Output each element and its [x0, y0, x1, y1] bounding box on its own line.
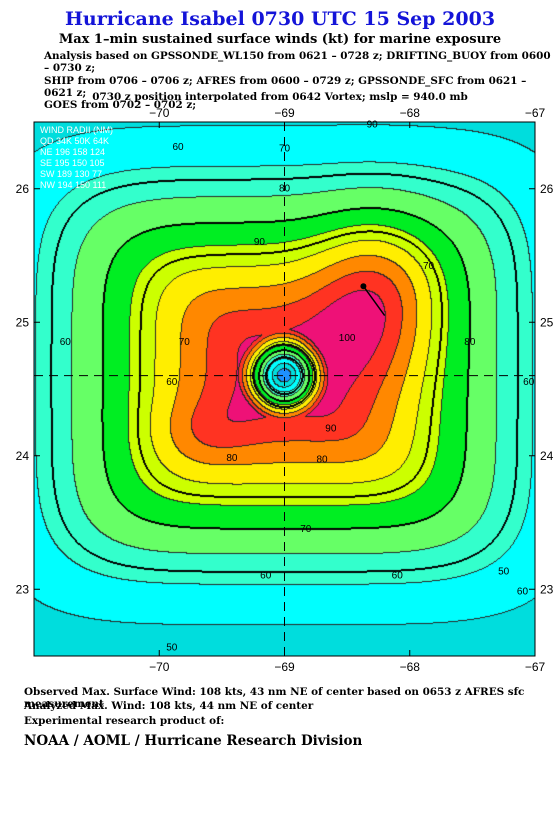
wind-radii-line: SE 195 150 105 — [40, 158, 105, 168]
analysis-line: GOES from 0702 – 0702 z; — [44, 99, 197, 112]
x-tick-label-bottom: −70 — [149, 660, 170, 674]
y-tick-label-right: 24 — [540, 449, 554, 463]
y-tick-label-right: 23 — [540, 582, 554, 596]
analysis-line: Analysis based on GPSSONDE_WL150 from 06… — [44, 50, 551, 75]
x-tick-label-top: −69 — [274, 106, 295, 120]
wind-radii-line: NW 194 150 111 — [40, 180, 106, 190]
contour-label: 90 — [254, 237, 266, 248]
analyzed-max-wind: Analyzed Max. Wind: 108 kts, 44 nm NE of… — [24, 700, 314, 712]
position-note: 0730 z position interpolated from 0642 V… — [92, 91, 468, 103]
max-wind-marker — [360, 283, 367, 290]
contour-label: 90 — [325, 424, 337, 435]
organization-name: NOAA / AOML / Hurricane Research Divisio… — [24, 733, 363, 749]
y-tick-label-left: 23 — [16, 582, 30, 596]
contour-label: 60 — [166, 377, 178, 388]
contour-label: 60 — [260, 571, 272, 582]
contour-label: 80 — [279, 183, 291, 194]
wind-radii-line: NE 196 158 124 — [40, 147, 105, 157]
contour-label: 70 — [423, 261, 435, 272]
y-tick-label-right: 25 — [540, 315, 554, 329]
x-tick-label-top: −68 — [400, 106, 421, 120]
y-tick-label-left: 26 — [16, 182, 30, 196]
x-tick-label-bottom: −68 — [400, 660, 421, 674]
x-tick-label-top: −67 — [525, 106, 546, 120]
x-tick-label-top: −70 — [149, 106, 170, 120]
analysis-sources: Analysis based on GPSSONDE_WL150 from 06… — [44, 50, 556, 111]
contour-label: 50 — [498, 567, 510, 578]
contour-label: 100 — [339, 333, 356, 344]
contour-label: 60 — [172, 142, 184, 153]
wind-field-image — [34, 122, 535, 656]
contour-label: 90 — [367, 119, 379, 130]
contour-label: 80 — [226, 453, 238, 464]
contour-label: 60 — [392, 571, 404, 582]
y-tick-label-left: 25 — [16, 315, 30, 329]
contour-label: 80 — [464, 337, 476, 348]
contour-label: 70 — [300, 524, 312, 535]
contour-label: 80 — [317, 454, 329, 465]
wind-radii-line: WIND RADII (NM) — [40, 125, 113, 135]
analysis-line: SHIP from 0706 – 0706 z; AFRES from 0600… — [44, 74, 527, 99]
wind-field-fill — [34, 122, 535, 656]
experimental-note: Experimental research product of: — [24, 715, 225, 727]
chart-title: Hurricane Isabel 0730 UTC 15 Sep 2003 — [64, 8, 496, 30]
contour-label: 60 — [60, 337, 72, 348]
contour-label: 60 — [517, 587, 529, 598]
contour-label: 60 — [523, 377, 535, 388]
wind-radii-line: QD 34K 50K 64K — [40, 136, 109, 146]
y-tick-label-left: 24 — [16, 449, 30, 463]
contour-label: 50 — [166, 643, 178, 654]
y-tick-label-right: 26 — [540, 182, 554, 196]
contour-label: 70 — [279, 143, 291, 154]
wind-radii-line: SW 189 130 77 — [40, 169, 102, 179]
chart-subtitle: Max 1–min sustained surface winds (kt) f… — [58, 32, 502, 47]
x-tick-label-bottom: −67 — [525, 660, 546, 674]
observed-max-wind: Observed Max. Surface Wind: 108 kts, 43 … — [24, 686, 525, 710]
max-wind-vector — [362, 285, 386, 317]
x-tick-label-bottom: −69 — [274, 660, 295, 674]
contour-label: 70 — [179, 337, 191, 348]
